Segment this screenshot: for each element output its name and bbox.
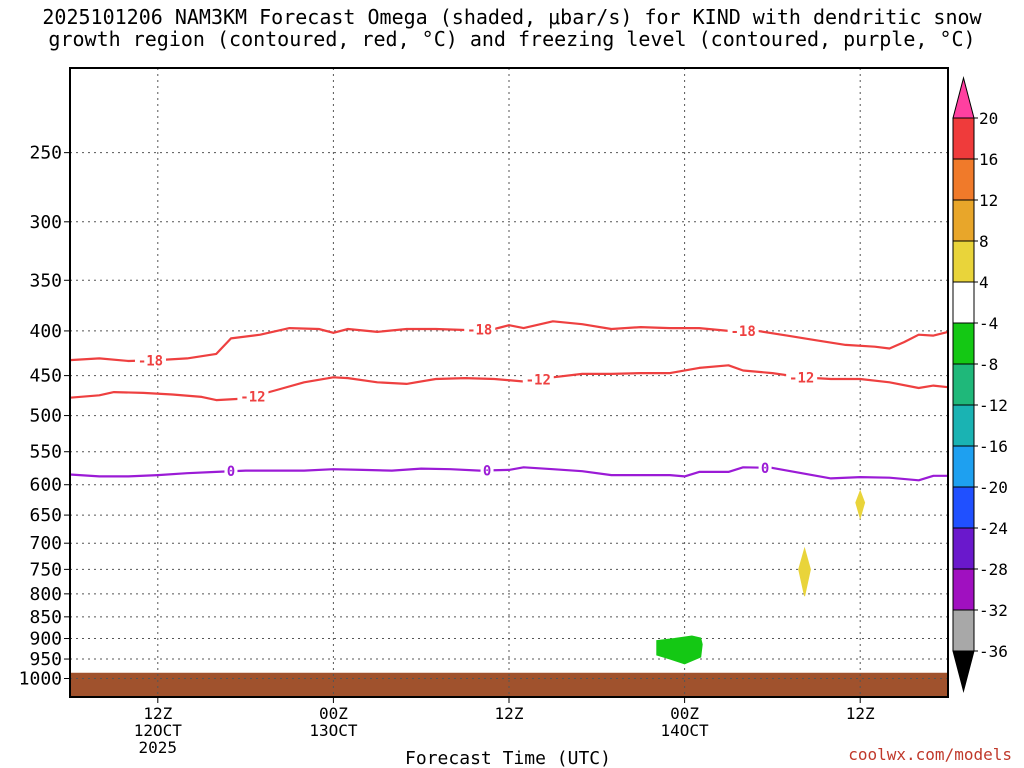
contour-label: -18 bbox=[730, 324, 755, 340]
y-tick-label: 750 bbox=[29, 559, 62, 580]
x-axis-label: Forecast Time (UTC) bbox=[405, 748, 611, 768]
title-line-1: 2025101206 NAM3KM Forecast Omega (shaded… bbox=[42, 5, 982, 29]
colorbar-label: -24 bbox=[979, 519, 1008, 538]
contour-label: 0 bbox=[227, 464, 235, 480]
omega-shaded-region bbox=[855, 489, 866, 520]
contour-label: -12 bbox=[240, 390, 265, 406]
y-axis-ticks: 2503003504004505005506006507007508008509… bbox=[19, 143, 70, 689]
y-tick-label: 950 bbox=[29, 649, 62, 670]
colorbar-bottom-triangle bbox=[952, 650, 975, 693]
x-tick-label: 00Z bbox=[670, 704, 699, 723]
y-tick-label: 350 bbox=[29, 270, 62, 291]
chart-title: 2025101206 NAM3KM Forecast Omega (shaded… bbox=[0, 6, 1024, 50]
colorbar-box bbox=[952, 609, 975, 652]
colorbar-label: 12 bbox=[979, 191, 998, 210]
omega-shaded-region bbox=[656, 635, 703, 665]
colorbar: 20 16 12 8 4 -4 -8 -12 -16 -20 -24 -28 -32 -36 bbox=[952, 76, 1008, 693]
contour-label: 0 bbox=[761, 461, 769, 477]
contour-label-background bbox=[237, 388, 269, 405]
contour-label-background bbox=[758, 459, 772, 476]
source-url: coolwx.com/models bbox=[848, 745, 1012, 764]
y-tick-label: 600 bbox=[29, 475, 62, 496]
colorbar-label: -8 bbox=[979, 355, 998, 374]
x-tick-label: 12OCT bbox=[134, 721, 183, 740]
colorbar-label: -32 bbox=[979, 601, 1008, 620]
colorbar-box bbox=[952, 527, 975, 570]
contour-label: 0 bbox=[483, 463, 491, 479]
colorbar-box bbox=[952, 445, 975, 488]
colorbar-box bbox=[952, 199, 975, 242]
colorbar-box bbox=[952, 568, 975, 611]
contour-label-background bbox=[134, 352, 166, 369]
colorbar-label: -28 bbox=[979, 560, 1008, 579]
y-tick-label: 650 bbox=[29, 505, 62, 526]
y-tick-label: 450 bbox=[29, 366, 62, 387]
y-tick-label: 700 bbox=[29, 533, 62, 554]
colorbar-label: -16 bbox=[979, 437, 1008, 456]
colorbar-box bbox=[952, 240, 975, 283]
colorbar-box bbox=[952, 486, 975, 529]
colorbar-box bbox=[952, 404, 975, 447]
contour-label-background bbox=[522, 371, 554, 388]
y-tick-label: 800 bbox=[29, 584, 62, 605]
colorbar-label: 8 bbox=[979, 232, 989, 251]
contour-label: -18 bbox=[138, 353, 163, 369]
colorbar-top-triangle bbox=[952, 76, 975, 119]
contour-label: -12 bbox=[789, 370, 814, 386]
colorbar-box bbox=[952, 322, 975, 365]
colorbar-label: -12 bbox=[979, 396, 1008, 415]
colorbar-box bbox=[952, 117, 975, 160]
dgz-contour bbox=[69, 320, 949, 363]
colorbar-label: 16 bbox=[979, 150, 998, 169]
x-tick-label: 2025 bbox=[139, 738, 178, 757]
y-tick-label: 400 bbox=[29, 321, 62, 342]
contour-label-background bbox=[464, 321, 496, 338]
contour-label: -18 bbox=[467, 322, 492, 338]
y-tick-label: 250 bbox=[29, 143, 62, 164]
title-line-2: growth region (contoured, red, °C) and f… bbox=[48, 27, 976, 51]
x-tick-label: 12Z bbox=[495, 704, 524, 723]
x-tick-label: 00Z bbox=[319, 704, 348, 723]
colorbar-box bbox=[952, 158, 975, 201]
y-tick-label: 500 bbox=[29, 406, 62, 427]
grid bbox=[70, 68, 948, 697]
x-tick-label: 12Z bbox=[143, 704, 172, 723]
contour-label-background bbox=[480, 462, 494, 479]
colorbar-label: -4 bbox=[979, 314, 998, 333]
contour-label: -12 bbox=[526, 372, 551, 388]
contour-label-background bbox=[224, 463, 238, 480]
colorbar-label: 4 bbox=[979, 273, 989, 292]
contour-label-background bbox=[727, 322, 759, 339]
colorbar-box bbox=[952, 281, 975, 324]
x-tick-label: 13OCT bbox=[309, 721, 358, 740]
shaded-regions bbox=[656, 489, 866, 665]
colorbar-label: -36 bbox=[979, 642, 1008, 661]
colorbar-label: 20 bbox=[979, 109, 998, 128]
colorbar-label: -20 bbox=[979, 478, 1008, 497]
y-tick-label: 850 bbox=[29, 607, 62, 628]
colorbar-box bbox=[952, 363, 975, 406]
x-tick-label: 12Z bbox=[846, 704, 875, 723]
y-tick-label: 550 bbox=[29, 442, 62, 463]
y-tick-label: 900 bbox=[29, 629, 62, 650]
y-tick-label: 300 bbox=[29, 212, 62, 233]
contour-lines: -18 -18 -18 -12 -12 -12 0 0 0 bbox=[69, 320, 949, 482]
contour-label-background bbox=[786, 369, 818, 386]
x-tick-label: 14OCT bbox=[661, 721, 710, 740]
omega-shaded-region bbox=[798, 546, 811, 597]
y-tick-label: 1000 bbox=[19, 668, 62, 689]
